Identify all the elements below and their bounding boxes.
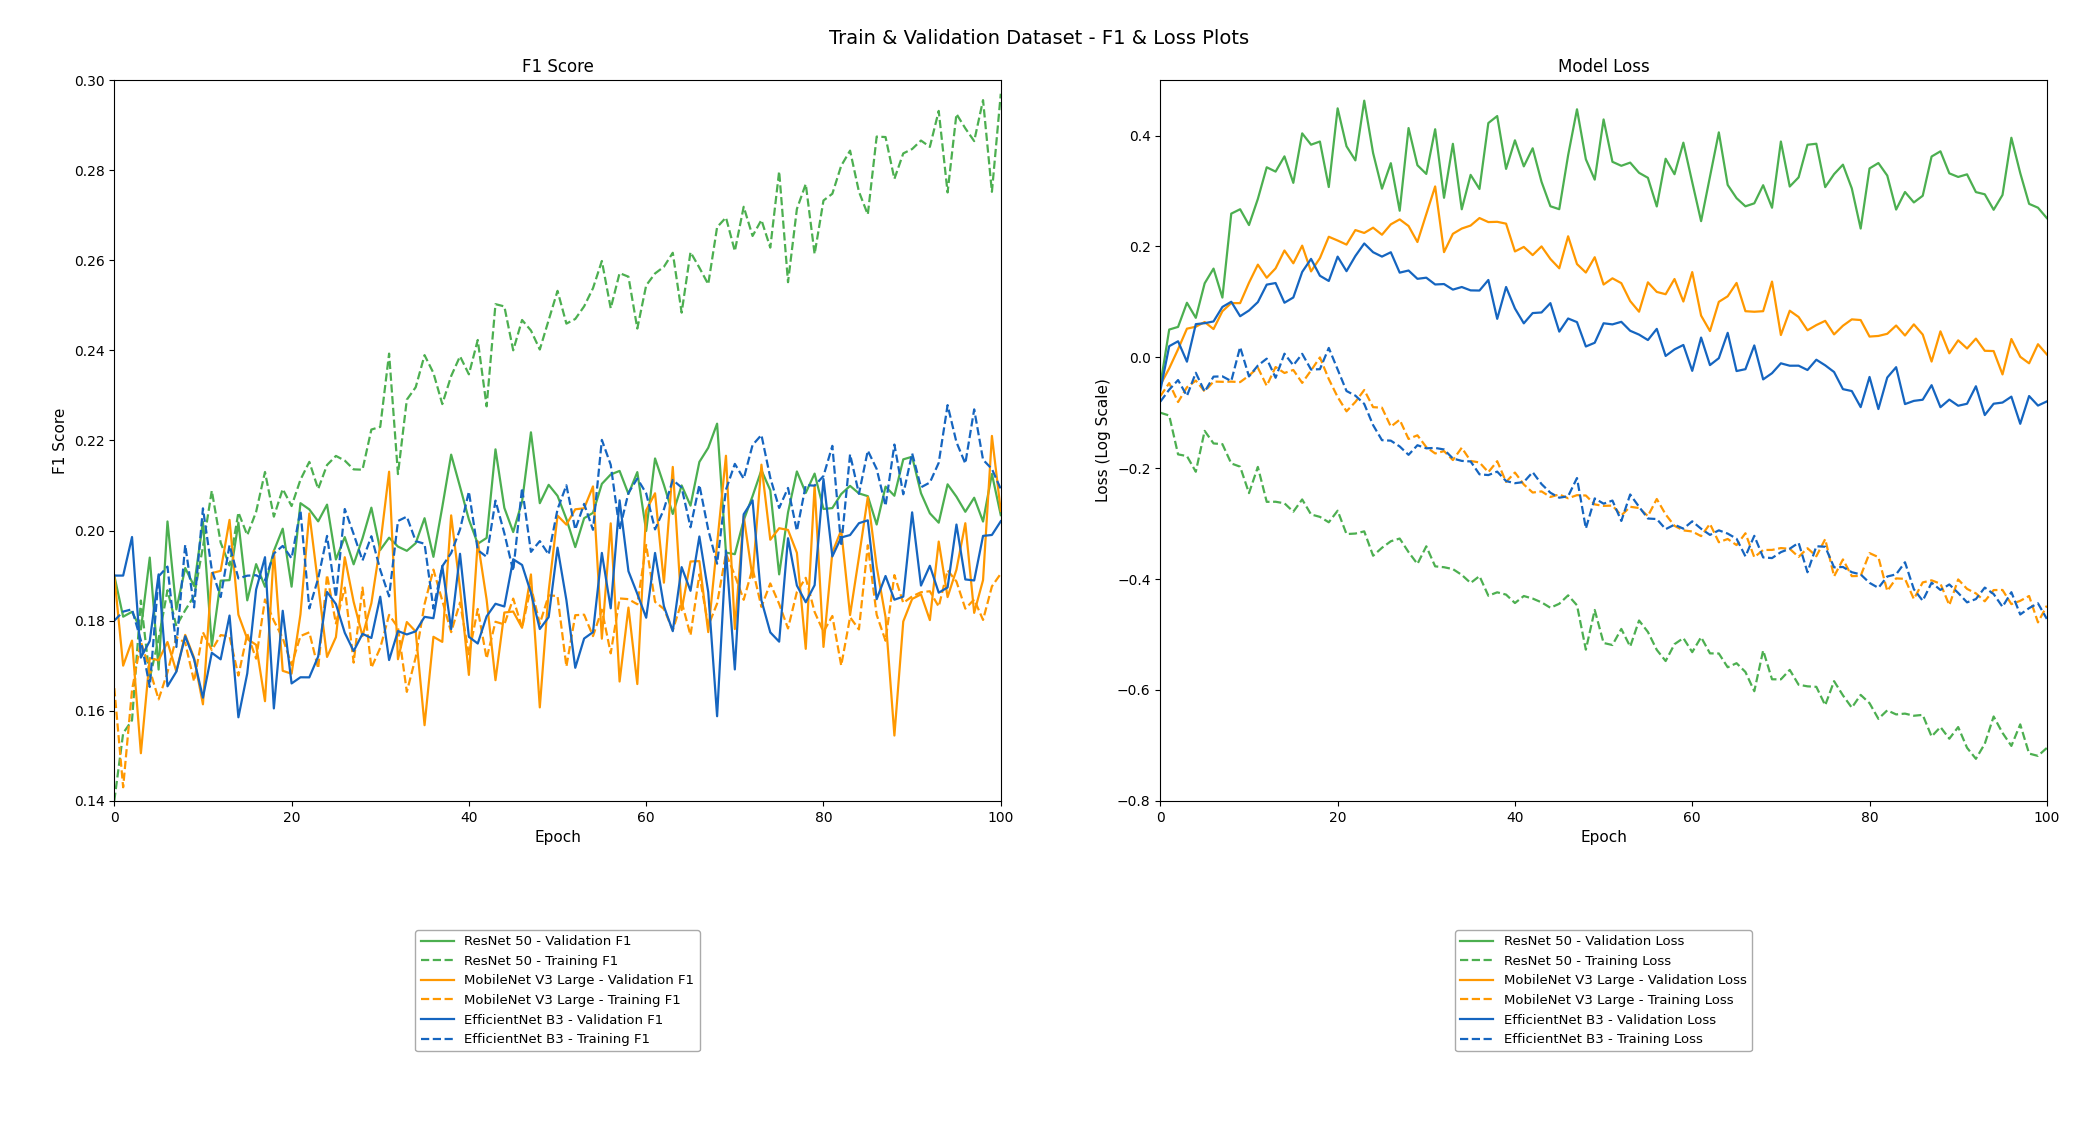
Y-axis label: Loss (Log Scale): Loss (Log Scale) (1097, 379, 1112, 502)
Title: Model Loss: Model Loss (1558, 57, 1650, 76)
X-axis label: Epoch: Epoch (1579, 831, 1627, 845)
Text: Train & Validation Dataset - F1 & Loss Plots: Train & Validation Dataset - F1 & Loss P… (829, 29, 1249, 48)
Legend: ResNet 50 - Validation F1, ResNet 50 - Training F1, MobileNet V3 Large - Validat: ResNet 50 - Validation F1, ResNet 50 - T… (416, 930, 700, 1051)
Legend: ResNet 50 - Validation Loss, ResNet 50 - Training Loss, MobileNet V3 Large - Val: ResNet 50 - Validation Loss, ResNet 50 -… (1455, 930, 1752, 1051)
Title: F1 Score: F1 Score (522, 57, 594, 76)
Y-axis label: F1 Score: F1 Score (54, 407, 69, 474)
X-axis label: Epoch: Epoch (534, 831, 582, 845)
